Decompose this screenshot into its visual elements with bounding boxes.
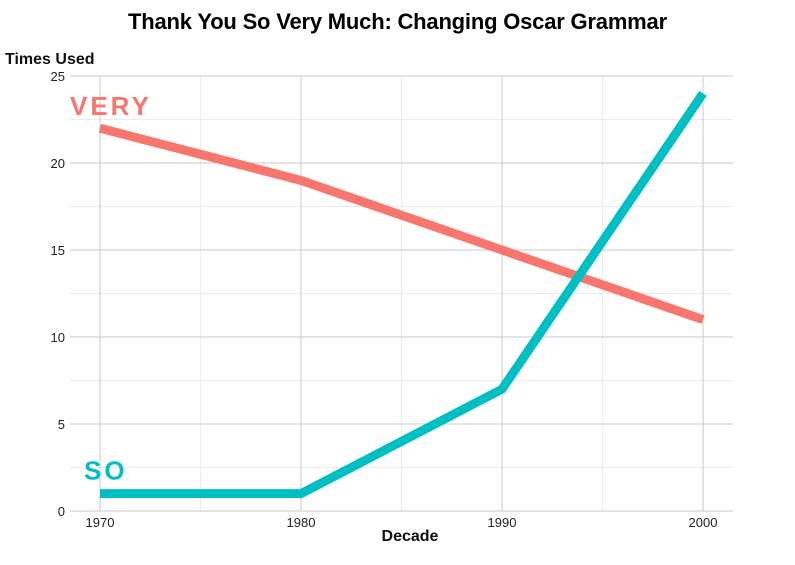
y-tick-label: 25 <box>51 69 65 84</box>
y-tick-label: 10 <box>51 330 65 345</box>
series-line-very <box>98 123 705 324</box>
y-tick-label: 5 <box>58 417 65 432</box>
series-label-very: VERY <box>70 91 152 121</box>
grid <box>70 75 733 512</box>
series-label-so: SO <box>84 456 128 486</box>
x-axis-title: Decade <box>382 528 439 545</box>
series-labels: VERY SO <box>70 91 152 486</box>
y-axis-title: Times Used <box>5 51 95 68</box>
series-line-so <box>100 90 707 499</box>
y-axis-ticks: 0 5 10 15 20 25 <box>51 69 65 519</box>
series-lines <box>98 90 707 499</box>
x-tick-label: 1990 <box>488 515 517 530</box>
chart-title: Thank You So Very Much: Changing Oscar G… <box>128 9 667 34</box>
x-tick-label: 2000 <box>689 515 718 530</box>
x-axis-ticks: 1970 1980 1990 2000 <box>86 515 718 530</box>
y-tick-label: 0 <box>58 504 65 519</box>
y-tick-label: 20 <box>51 156 65 171</box>
y-tick-label: 15 <box>51 243 65 258</box>
x-tick-label: 1980 <box>287 515 316 530</box>
x-tick-label: 1970 <box>86 515 115 530</box>
